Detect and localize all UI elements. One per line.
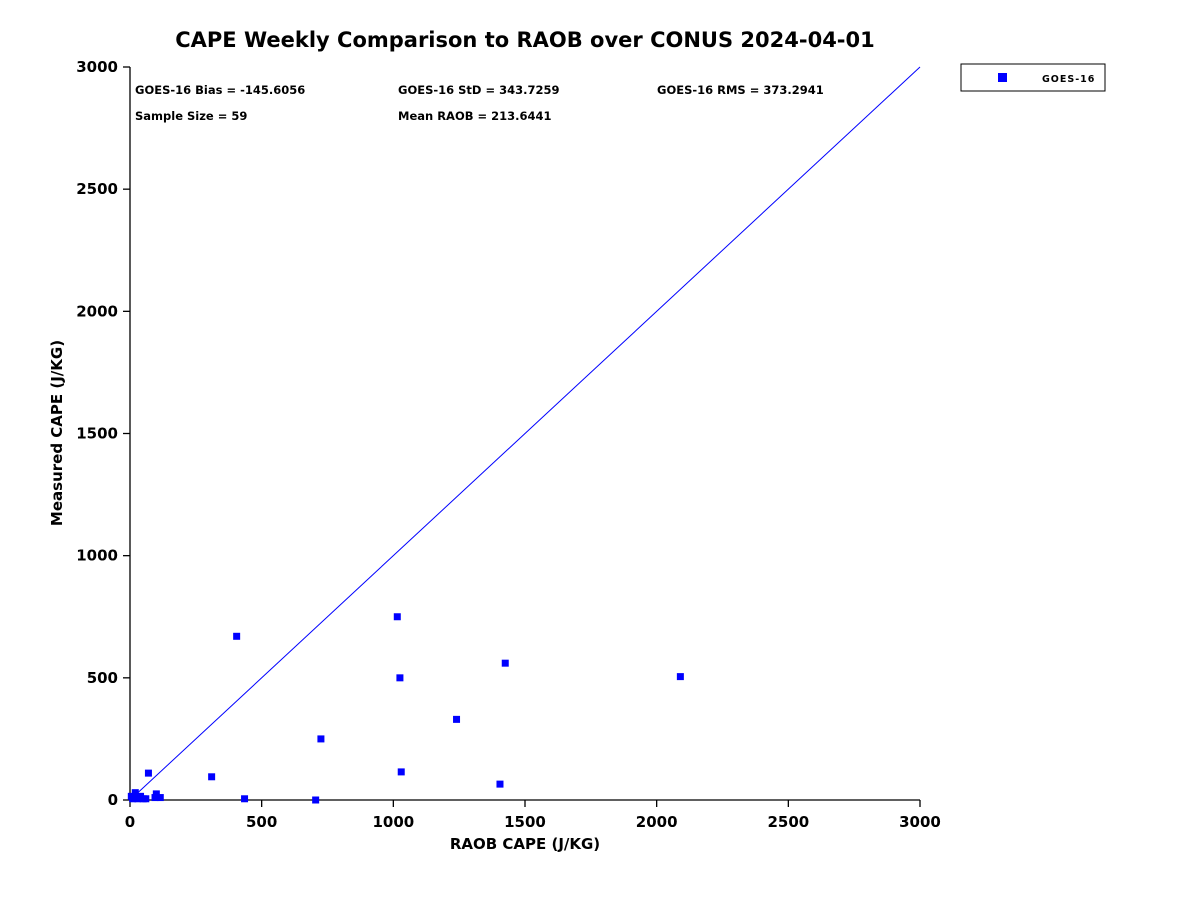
scatter-point	[129, 795, 137, 803]
scatter-point	[131, 789, 139, 797]
stat-rms: GOES-16 RMS = 373.2941	[657, 83, 824, 97]
scatter-point	[241, 795, 249, 803]
x-tick-label: 2500	[767, 813, 809, 831]
scatter-point	[208, 773, 216, 781]
scatter-point	[676, 673, 684, 681]
scatter-point	[142, 795, 150, 803]
y-tick-label: 500	[87, 669, 118, 687]
y-tick-label: 0	[108, 791, 118, 809]
y-tick-label: 1000	[76, 547, 118, 565]
y-tick-label: 3000	[76, 58, 118, 76]
scatter-point	[233, 632, 241, 640]
legend-marker-goes16	[998, 73, 1007, 82]
one-to-one-line	[129, 66, 921, 801]
x-tick-label: 3000	[899, 813, 941, 831]
scatter-point	[393, 613, 401, 621]
scatter-point	[151, 794, 159, 802]
legend-label-goes16: GOES-16	[1042, 74, 1095, 85]
y-axis-label: Measured CAPE (J/KG)	[48, 340, 66, 526]
y-tick-label: 1500	[76, 425, 118, 443]
legend-box	[960, 63, 1106, 92]
scatter-point	[156, 794, 164, 802]
scatter-point	[144, 769, 152, 777]
stat-std: GOES-16 StD = 343.7259	[398, 83, 559, 97]
scatter-point	[152, 790, 160, 798]
x-tick-label: 0	[125, 813, 135, 831]
x-tick-label: 2000	[636, 813, 678, 831]
x-tick-label: 1000	[372, 813, 414, 831]
x-tick-label: 1500	[504, 813, 546, 831]
stat-sample-size: Sample Size = 59	[135, 109, 247, 123]
axes: 0 500 1000 1500 2000 2500 3000 0 500 1000 1500 2000…	[76, 58, 941, 831]
y-tick-label: 2000	[76, 302, 118, 320]
x-tick-label: 500	[246, 813, 277, 831]
chart-title: CAPE Weekly Comparison to RAOB over CONU…	[175, 28, 875, 52]
stat-mean-raob: Mean RAOB = 213.6441	[398, 109, 552, 123]
y-tick-label: 2500	[76, 180, 118, 198]
scatter-point	[317, 735, 325, 743]
scatter-point	[501, 659, 509, 667]
scatter-point	[312, 796, 320, 804]
stat-bias: GOES-16 Bias = -145.6056	[135, 83, 305, 97]
scatter-point	[496, 780, 504, 788]
scatter-point	[396, 674, 404, 682]
scatter-point	[453, 715, 461, 723]
reference-line	[129, 66, 921, 801]
legend: GOES-16	[960, 63, 1106, 92]
scatter-point	[397, 768, 405, 776]
x-axis-label: RAOB CAPE (J/KG)	[450, 835, 600, 853]
scatter-points	[127, 613, 684, 804]
